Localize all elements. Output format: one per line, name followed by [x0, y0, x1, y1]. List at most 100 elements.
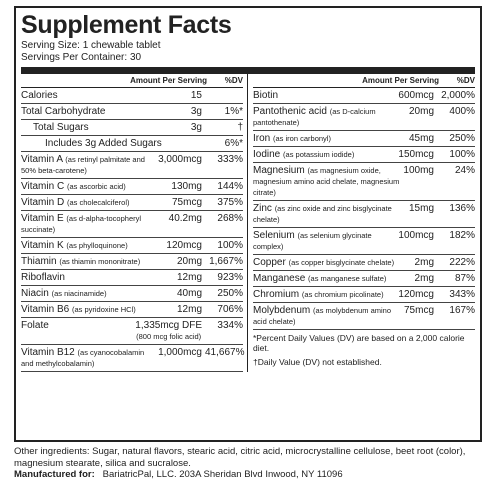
dv-cell: 268%	[205, 213, 243, 224]
nutrient-name: Niacin	[21, 288, 49, 299]
nutrient-name: Includes 3g Added Sugars	[45, 138, 162, 149]
amount: 2mg	[414, 257, 434, 268]
nutrient-name-cell: Vitamin B6 (as pyridoxine HCl)	[21, 304, 174, 315]
amount: 1,000mcg	[158, 347, 202, 358]
dv-cell: 87%	[437, 273, 475, 284]
daily-value: 400%	[449, 106, 475, 117]
nutrient-name: Vitamin D	[21, 197, 65, 208]
nutrient-source: (as chromium picolinate)	[301, 290, 384, 299]
daily-value: 144%	[217, 181, 243, 192]
nutrient-row: Niacin (as niacinamide) 40mg 250%	[21, 286, 243, 302]
dv-cell: 375%	[205, 197, 243, 208]
amount-cell: 120mcg	[166, 240, 202, 251]
nutrient-name-cell: Calories	[21, 90, 188, 101]
amount: 40mg	[176, 288, 202, 299]
daily-value: 375%	[217, 197, 243, 208]
nutrient-name-cell: Includes 3g Added Sugars	[21, 138, 199, 149]
nutrient-name: Chromium	[253, 289, 300, 300]
dv-cell: 343%	[437, 289, 475, 300]
dv-cell: 400%	[437, 106, 475, 117]
nutrient-row: Vitamin A (as retinyl palmitate and 50% …	[21, 152, 243, 179]
nutrient-row: Iodine (as potassium iodide) 150mcg 100%	[253, 147, 475, 163]
amount-cell: 40mg	[177, 288, 202, 299]
manufacturer: BariatricPal, LLC. 203A Sheridan Blvd In…	[102, 469, 343, 480]
title: Supplement Facts	[21, 11, 232, 39]
nutrient-source: (as molybdenum amino acid chelate)	[253, 306, 391, 326]
amount: 3g	[190, 122, 202, 133]
daily-value: 87%	[454, 273, 475, 284]
nutrient-name: Total Carbohydrate	[21, 106, 106, 117]
daily-value: 222%	[449, 257, 475, 268]
daily-value: 250%	[217, 288, 243, 299]
nutrient-name: Vitamin E	[21, 213, 64, 224]
manufactured-label: Manufactured for:	[14, 469, 95, 480]
nutrient-name: Copper	[253, 257, 286, 268]
nutrient-source: (as d-alpha-tocopheryl succinate)	[21, 214, 142, 234]
nutrient-name: Zinc	[253, 203, 272, 214]
nutrient-name-cell: Vitamin C (as ascorbic acid)	[21, 181, 168, 192]
nutrient-row: Selenium (as selenium glycinate complex)…	[253, 228, 475, 255]
daily-value: 1,667%	[209, 256, 243, 267]
nutrient-source: (as manganese sulfate)	[308, 274, 387, 283]
nutrient-source: (as cyanocobalamin and methylcobalamin)	[21, 348, 145, 368]
nutrient-source: (as magnesium oxide, magnesium amino aci…	[253, 166, 400, 197]
amount-cell: 100mcg	[398, 230, 434, 241]
nutrient-source: (as selenium glycinate complex)	[253, 231, 372, 251]
nutrient-source: (as thiamin mononitrate)	[59, 257, 141, 266]
nutrient-row: Folate 1,335mcg DFE (800 mcg folic acid) 33…	[21, 318, 243, 345]
nutrient-row: Molybdenum (as molybdenum amino acid che…	[253, 303, 475, 330]
nutrient-row: Riboflavin 12mg 923%	[21, 270, 243, 286]
amount: 3,000mcg	[158, 154, 202, 165]
daily-value: 923%	[217, 272, 243, 283]
nutrient-name: Pantothenic acid	[253, 106, 327, 117]
amount-cell: 15	[191, 90, 202, 101]
dv-cell: 333%	[205, 154, 243, 165]
amount-cell: 1,335mcg DFE (800 mcg folic acid)	[135, 320, 202, 342]
nutrient-source: (as D-calcium pantothenate)	[253, 107, 376, 127]
nutrient-name-cell: Niacin (as niacinamide)	[21, 288, 174, 299]
manufacturer-line: Manufactured for: BariatricPal, LLC. 203…	[14, 469, 484, 481]
nutrient-name: Vitamin K	[21, 240, 64, 251]
amount: 40.2mg	[168, 213, 202, 224]
nutrient-source: (as phylloquinone)	[66, 241, 128, 250]
amount: 45mg	[408, 133, 434, 144]
dv-cell: 222%	[437, 257, 475, 268]
amount-cell: 20mg	[177, 256, 202, 267]
nutrient-row: Vitamin C (as ascorbic acid) 130mg 144%	[21, 179, 243, 195]
amount: 100mcg	[398, 230, 434, 241]
nutrient-source: (as potassium iodide)	[283, 150, 355, 159]
nutrient-name: Thiamin	[21, 256, 57, 267]
other-ingredients: Other ingredients: Sugar, natural flavor…	[14, 446, 466, 469]
dv-cell: 167%	[437, 305, 475, 316]
amount: 600mcg	[398, 90, 434, 101]
footer: Other ingredients: Sugar, natural flavor…	[14, 446, 484, 481]
dv-header: %DV	[224, 76, 243, 85]
amount-cell: 3g	[191, 106, 202, 117]
nutrient-name-cell: Biotin	[253, 90, 395, 101]
amount: 1,335mcg DFE	[135, 320, 202, 331]
dv-cell: †	[205, 122, 243, 133]
daily-value: 182%	[449, 230, 475, 241]
nutrient-row: Calories 15	[21, 88, 243, 104]
daily-value: 268%	[217, 213, 243, 224]
dv-cell: 144%	[205, 181, 243, 192]
amount: 100mg	[403, 165, 434, 176]
nutrient-row: Biotin 600mcg 2,000%	[253, 88, 475, 104]
footnote: †Daily Value (DV) not established.	[253, 357, 382, 367]
nutrient-name-cell: Folate	[21, 320, 132, 331]
supplement-facts-panel: Supplement Facts Serving Size: 1 chewabl…	[14, 6, 482, 442]
nutrient-name-cell: Magnesium (as magnesium oxide, magnesium…	[253, 165, 400, 198]
nutrient-source: (as zinc oxide and zinc bisglycinate che…	[253, 204, 392, 224]
amount-cell: 2mg	[415, 273, 434, 284]
nutrient-row: Zinc (as zinc oxide and zinc bisglycinat…	[253, 201, 475, 228]
amount-cell: 40.2mg	[169, 213, 202, 224]
amount-cell: 20mg	[409, 106, 434, 117]
nutrient-row: Iron (as iron carbonyl) 45mg 250%	[253, 131, 475, 147]
nutrient-name-cell: Vitamin D (as cholecalciferol)	[21, 197, 169, 208]
amount: 75mcg	[171, 197, 202, 208]
nutrient-columns: Amount Per Serving %DV Calories 15 Total Ca…	[21, 74, 475, 372]
amount-cell: 3g	[191, 122, 202, 133]
column-header: Amount Per Serving %DV	[21, 74, 243, 88]
amount-cell: 75mcg	[172, 197, 202, 208]
